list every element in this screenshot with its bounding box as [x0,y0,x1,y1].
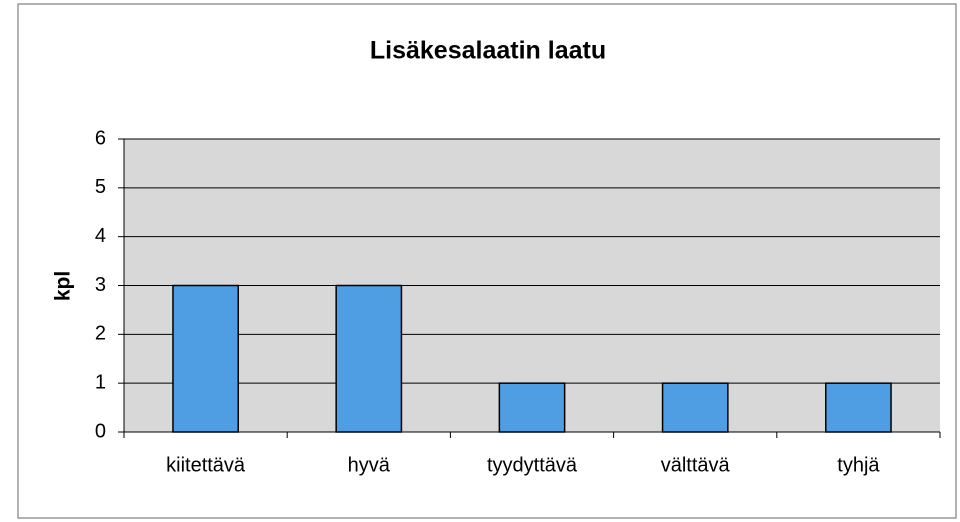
bar [825,382,892,433]
x-tick-label: hyvä [348,454,391,476]
x-tick-label: kiitettävä [166,454,246,476]
y-tick-label: 3 [95,274,106,296]
bar [172,284,239,433]
x-tick-label: tyydyttävä [487,454,578,476]
y-tick-label: 5 [95,176,106,198]
x-tick-label: välttävä [661,454,731,476]
y-tick-label: 6 [95,127,106,149]
y-tick-label: 4 [95,225,106,247]
y-tick-label: 0 [95,420,106,442]
y-tick-label: 1 [95,371,106,393]
x-tick-label: tyhjä [837,454,880,476]
bar [661,382,729,433]
bar [498,382,566,433]
y-tick-label: 2 [95,323,106,345]
bar [335,284,403,433]
y-axis-label: kpl [52,271,75,301]
chart-title: Lisäkesalaatin laatu [370,37,606,65]
